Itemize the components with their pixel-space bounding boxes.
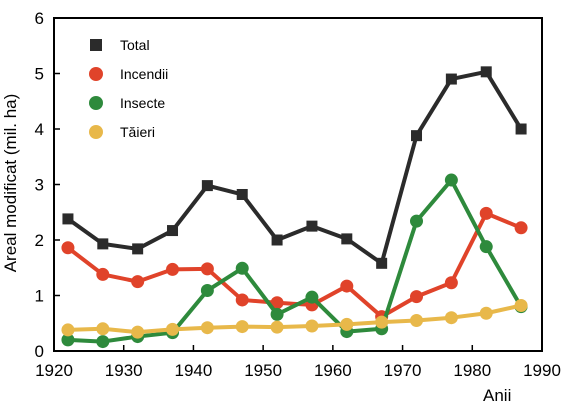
x-tick-label: 1980 bbox=[453, 361, 491, 380]
series-line bbox=[65, 69, 524, 266]
data-point bbox=[235, 293, 249, 307]
series-line bbox=[65, 211, 524, 319]
y-tick-label: 6 bbox=[35, 9, 44, 28]
data-point bbox=[479, 306, 493, 320]
data-point bbox=[410, 313, 424, 327]
series-3 bbox=[61, 298, 528, 339]
data-point bbox=[270, 320, 284, 334]
legend-item: Insecte bbox=[89, 95, 165, 111]
legend-label: Tăieri bbox=[120, 124, 155, 140]
legend-marker bbox=[89, 67, 103, 81]
data-point bbox=[132, 243, 144, 255]
x-tick-label: 1970 bbox=[384, 361, 422, 380]
data-point bbox=[166, 262, 180, 276]
legend-label: Incendii bbox=[120, 66, 168, 82]
x-tick-label: 1940 bbox=[175, 361, 213, 380]
x-tick-label: 1930 bbox=[105, 361, 143, 380]
data-point bbox=[200, 284, 214, 298]
data-point bbox=[200, 321, 214, 335]
data-point bbox=[514, 221, 528, 235]
legend-item: Total bbox=[90, 37, 150, 53]
legend-item: Tăieri bbox=[89, 124, 155, 140]
data-point bbox=[515, 123, 527, 135]
data-point bbox=[97, 238, 109, 250]
data-point bbox=[62, 213, 74, 225]
data-point bbox=[166, 322, 180, 336]
data-point bbox=[167, 225, 179, 237]
axes: 1920 1930 1940 1950 1960 1970 1980 1990 0 1 2 3 4 5 6 bbox=[35, 9, 561, 380]
data-point bbox=[410, 214, 424, 228]
data-point bbox=[340, 317, 354, 331]
data-point bbox=[61, 241, 75, 255]
x-axis-title: Anii bbox=[483, 386, 511, 404]
x-tick-label: 1960 bbox=[314, 361, 352, 380]
data-point bbox=[96, 335, 110, 349]
data-point bbox=[376, 257, 388, 269]
data-point bbox=[305, 290, 319, 304]
series-2 bbox=[61, 173, 528, 349]
data-point bbox=[514, 298, 528, 312]
data-point bbox=[480, 66, 492, 78]
legend-item: Incendii bbox=[89, 66, 168, 82]
data-point bbox=[200, 262, 214, 276]
legend-marker bbox=[89, 125, 103, 139]
data-point bbox=[306, 220, 318, 232]
data-point bbox=[479, 206, 493, 220]
data-point bbox=[375, 315, 389, 329]
data-point bbox=[131, 325, 145, 339]
data-point bbox=[61, 333, 75, 347]
data-point bbox=[96, 267, 110, 281]
x-tick-label: 1990 bbox=[523, 361, 561, 380]
data-point bbox=[235, 261, 249, 275]
x-tick-label: 1920 bbox=[35, 361, 73, 380]
y-tick-label: 4 bbox=[35, 120, 44, 139]
legend-marker bbox=[90, 39, 102, 51]
data-point bbox=[411, 130, 423, 142]
data-point bbox=[444, 173, 458, 187]
data-point bbox=[61, 323, 75, 337]
series-0 bbox=[62, 66, 527, 269]
data-point bbox=[131, 275, 145, 289]
data-point bbox=[340, 279, 354, 293]
legend-label: Insecte bbox=[120, 95, 165, 111]
data-point bbox=[479, 240, 493, 254]
data-point bbox=[445, 73, 457, 85]
y-tick-label: 0 bbox=[35, 342, 44, 361]
data-point bbox=[270, 296, 284, 310]
data-point bbox=[444, 311, 458, 325]
data-point bbox=[201, 180, 213, 192]
data-point bbox=[410, 290, 424, 304]
legend: Total Incendii Insecte Tăieri bbox=[89, 37, 168, 140]
data-point bbox=[271, 234, 283, 246]
legend-marker bbox=[89, 96, 103, 110]
data-point bbox=[444, 276, 458, 290]
y-tick-label: 3 bbox=[35, 176, 44, 195]
data-point bbox=[270, 307, 284, 321]
y-tick-label: 5 bbox=[35, 65, 44, 84]
data-point bbox=[235, 320, 249, 334]
data-point bbox=[96, 322, 110, 336]
data-point bbox=[236, 188, 248, 200]
data-point bbox=[305, 319, 319, 333]
data-point bbox=[341, 233, 353, 245]
y-tick-label: 1 bbox=[35, 287, 44, 306]
y-tick-label: 2 bbox=[35, 231, 44, 250]
series-layer bbox=[61, 66, 528, 349]
x-tick-label: 1950 bbox=[244, 361, 282, 380]
y-axis-title: Areal modificat (mil. ha) bbox=[1, 94, 20, 273]
legend-label: Total bbox=[120, 37, 150, 53]
